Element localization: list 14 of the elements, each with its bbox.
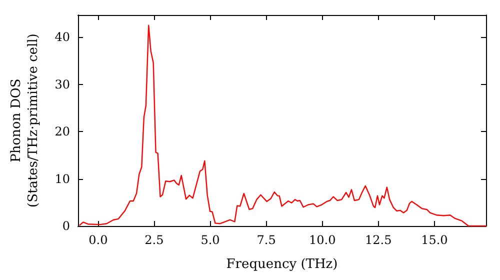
- x-axis-title: Frequency (THz): [226, 257, 338, 272]
- y-tick-label: 30: [54, 77, 70, 92]
- y-axis-title: Phonon DOS (States/THz·primitive cell): [9, 33, 41, 208]
- x-tick-label: 10.0: [308, 233, 336, 247]
- y-tick-label: 0: [62, 219, 70, 233]
- x-tick-label: 15.0: [421, 233, 448, 247]
- y-tick-label: 20: [54, 124, 70, 139]
- x-tick-label: 12.5: [365, 233, 392, 247]
- y-tick-label: 10: [54, 172, 70, 186]
- y-tick-label: 40: [54, 30, 70, 44]
- x-tick-label: 5.0: [200, 233, 220, 247]
- x-tick-label: 2.5: [144, 233, 164, 247]
- x-tick-label: 7.5: [256, 233, 276, 247]
- x-tick-label: 0.0: [88, 233, 108, 247]
